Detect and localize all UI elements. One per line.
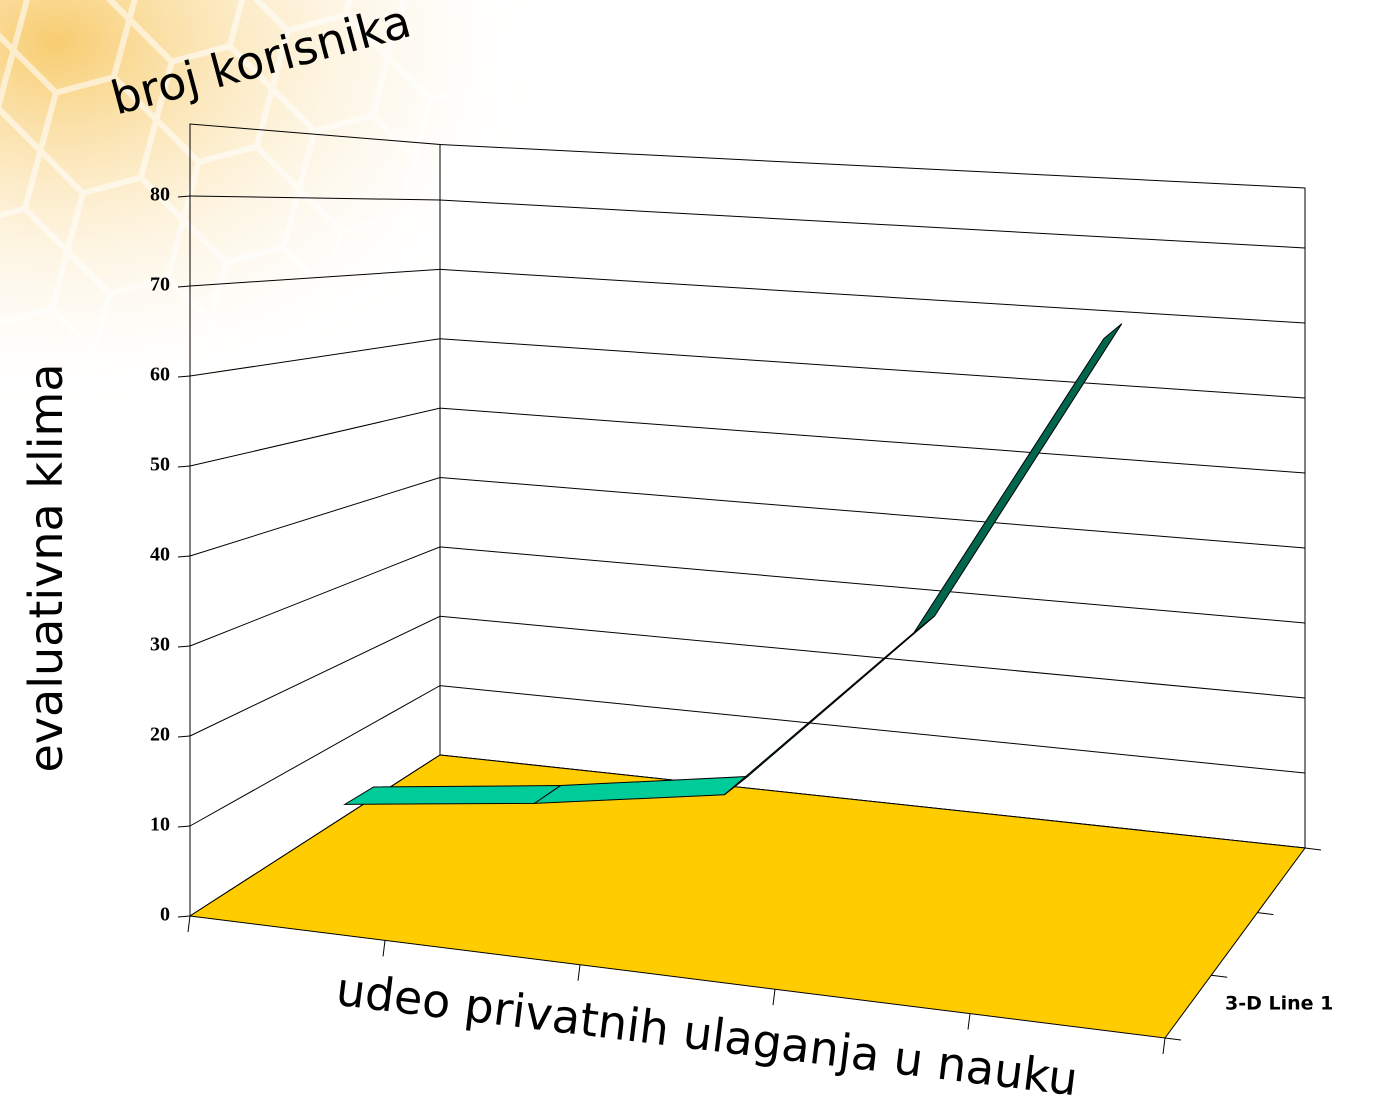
y-tick-label: 40: [150, 544, 170, 566]
x-tick: [773, 989, 775, 1005]
chart: 01020304050607080 broj korisnika evaluat…: [0, 0, 1378, 1106]
ribbon-segment: [345, 786, 561, 805]
y-tick-label: 30: [150, 634, 170, 656]
y-tick-label: 50: [150, 454, 170, 476]
y-tick-label: 10: [150, 814, 170, 836]
depth-tick: [1305, 848, 1321, 850]
x-tick: [968, 1014, 970, 1030]
y-tick: [178, 466, 190, 467]
depth-tick: [1257, 913, 1273, 915]
y-axis-label: evaluativna klima: [19, 363, 73, 772]
depth-tick: [1165, 1038, 1181, 1040]
depth-tick: [1211, 975, 1227, 977]
y-tick-label: 70: [150, 274, 170, 296]
x-tick: [1163, 1038, 1165, 1054]
x-tick: [188, 916, 190, 932]
y-tick: [178, 826, 190, 827]
y-tick-label: 20: [150, 724, 170, 746]
y-tick-label: 80: [150, 184, 170, 206]
back-wall: [440, 145, 1305, 849]
series-label: 3-D Line 1: [1225, 993, 1333, 1015]
x-tick: [383, 940, 385, 956]
y-tick-label: 0: [160, 904, 170, 926]
y-tick: [178, 916, 190, 917]
x-tick: [578, 965, 580, 981]
y-tick: [178, 556, 190, 557]
y-tick: [178, 736, 190, 737]
y-tick: [178, 646, 190, 647]
y-tick-label: 60: [150, 364, 170, 386]
